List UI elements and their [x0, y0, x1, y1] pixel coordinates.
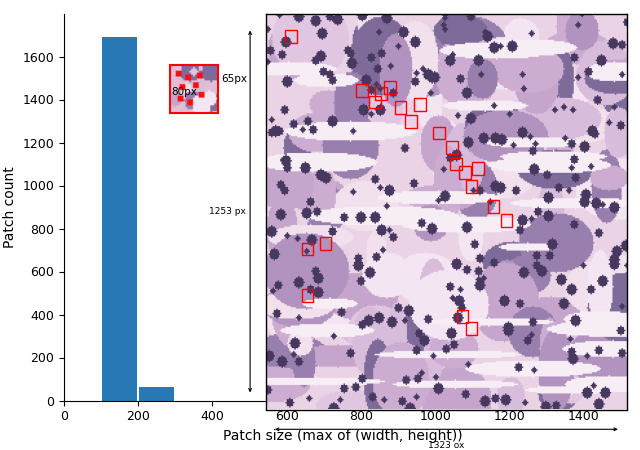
Bar — [460, 166, 471, 179]
Bar — [466, 322, 477, 334]
Y-axis label: Patch count: Patch count — [3, 166, 17, 248]
Bar — [414, 99, 426, 111]
Bar — [320, 237, 332, 250]
Bar — [405, 115, 417, 128]
Bar — [356, 84, 367, 97]
X-axis label: Patch size (max of (width, height)): Patch size (max of (width, height)) — [223, 429, 462, 443]
Bar — [285, 31, 296, 43]
Bar — [433, 126, 445, 140]
Bar — [488, 200, 499, 213]
Bar — [376, 87, 387, 100]
Text: 1323 ox: 1323 ox — [428, 441, 465, 450]
Bar — [510, 392, 546, 400]
Bar — [457, 310, 468, 323]
Bar — [102, 36, 138, 400]
Text: 80px: 80px — [172, 87, 197, 97]
Bar — [473, 381, 509, 400]
Bar — [500, 214, 512, 227]
Bar — [302, 289, 314, 302]
Text: 1253 px: 1253 px — [209, 207, 246, 216]
Bar — [139, 387, 175, 400]
Bar — [466, 180, 477, 193]
Bar — [451, 158, 462, 171]
Bar — [436, 395, 472, 400]
Bar — [385, 81, 396, 94]
Bar — [302, 243, 314, 255]
Bar — [395, 101, 406, 114]
Text: 65px: 65px — [221, 74, 247, 84]
Bar — [447, 141, 458, 153]
Bar — [369, 95, 381, 108]
Bar — [472, 162, 484, 175]
